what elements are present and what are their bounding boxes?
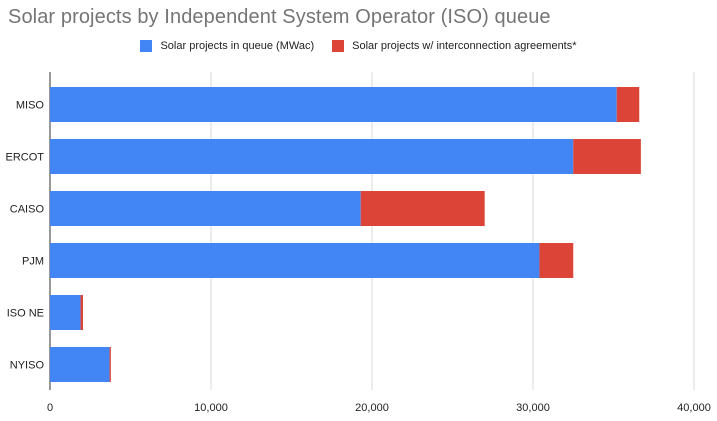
legend-swatch-agreements bbox=[332, 40, 345, 52]
bar-agreements-nyiso bbox=[109, 347, 111, 382]
bar-agreements-miso bbox=[616, 87, 640, 122]
legend-swatch-queue bbox=[140, 40, 153, 52]
legend-item-agreements: Solar projects w/ interconnection agreem… bbox=[332, 40, 577, 52]
legend-label-agreements: Solar projects w/ interconnection agreem… bbox=[352, 40, 577, 52]
bar-agreements-iso-ne bbox=[80, 295, 84, 330]
chart-title: Solar projects by Independent System Ope… bbox=[8, 6, 551, 28]
x-tick-label: 30,000 bbox=[516, 402, 550, 414]
x-tick-label: 10,000 bbox=[194, 402, 228, 414]
y-tick-label: CAISO bbox=[10, 204, 45, 216]
bar-queue-ercot bbox=[50, 139, 574, 174]
y-tick-label: NYISO bbox=[10, 360, 45, 372]
legend-label-queue: Solar projects in queue (MWac) bbox=[160, 40, 315, 52]
legend-item-queue: Solar projects in queue (MWac) bbox=[140, 40, 314, 52]
chart-legend: Solar projects in queue (MWac) Solar pro… bbox=[0, 40, 717, 52]
y-tick-label: MISO bbox=[16, 100, 45, 112]
x-tick-label: 0 bbox=[47, 402, 53, 414]
bar-queue-iso-ne bbox=[50, 295, 81, 330]
x-tick-label: 20,000 bbox=[355, 402, 389, 414]
x-tick-label: 40,000 bbox=[677, 402, 711, 414]
bar-agreements-ercot bbox=[573, 139, 641, 174]
bar-queue-pjm bbox=[50, 243, 540, 278]
bar-queue-miso bbox=[50, 87, 617, 122]
bar-queue-nyiso bbox=[50, 347, 110, 382]
y-tick-label: ERCOT bbox=[6, 152, 45, 164]
y-tick-label: ISO NE bbox=[7, 308, 44, 320]
bar-agreements-caiso bbox=[360, 191, 485, 226]
bar-queue-caiso bbox=[50, 191, 361, 226]
bar-agreements-pjm bbox=[539, 243, 574, 278]
y-tick-label: PJM bbox=[22, 256, 44, 268]
